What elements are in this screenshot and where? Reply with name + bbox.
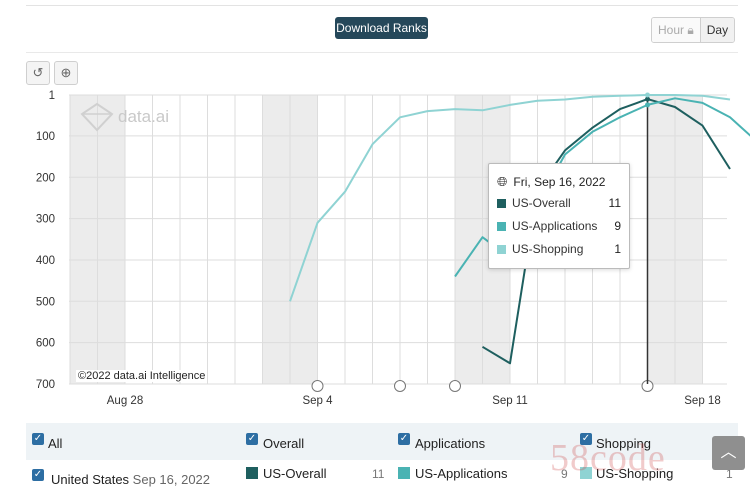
x-tick-label-3: Sep 18 [684,395,720,407]
y-tick-label-1: 100 [36,131,55,143]
applications-checkbox[interactable]: ✓ [398,433,410,445]
hour-option[interactable]: Hour 🔒︎ [652,18,700,42]
reset-zoom-icon[interactable]: ↺ [26,61,50,85]
y-tick-label-5: 500 [36,296,55,308]
lock-icon: 🔒︎ [687,23,694,37]
highlight-point-us-applications [645,102,650,108]
united-states-checkbox[interactable]: ✓ [32,469,44,481]
tooltip-row-overall: US-Overall 11 [497,195,621,211]
y-tick-label-2: 200 [36,172,55,184]
event-marker-2 [449,380,461,392]
x-tick-label-2: Sep 11 [492,395,528,407]
top-divider [26,5,738,6]
tooltip-date: 🌐︎ Fri, Sep 16, 2022 [497,174,606,189]
y-tick-label-7: 700 [36,379,55,391]
applications-label: Applications [415,436,486,451]
overall-label: Overall [263,436,305,451]
granularity-toggle[interactable]: Hour 🔒︎ Day [651,17,736,43]
overall-swatch [246,467,258,479]
highlight-point-us-shopping [645,92,650,98]
legend-row-applications-name: US-Applications [415,466,508,481]
data-ai-watermark: data.ai [80,102,169,132]
legend-row-applications-value: 9 [561,467,568,481]
y-tick-label-6: 600 [36,338,55,350]
site-brand-watermark: 58code [550,437,666,479]
zoom-icon[interactable]: ⊕ [54,61,78,85]
x-tick-label-0: Aug 28 [107,395,143,407]
globe-icon: 🌐︎ [497,174,508,189]
legend-header [26,423,738,460]
chevron-up-icon: ︿ [720,444,737,461]
tooltip-row-shopping: US-Shopping 1 [497,241,621,257]
overall-checkbox[interactable]: ✓ [246,433,258,445]
shopping-label: Shopping [596,436,651,451]
event-marker-1 [394,380,406,392]
y-tick-label-4: 400 [36,255,55,267]
tooltip-row-applications: US-Applications 9 [497,218,621,234]
legend-row-shopping-name: US-Shopping [596,466,674,481]
day-option[interactable]: Day [699,18,735,42]
diamond-logo-icon [80,102,114,132]
all-checkbox[interactable]: ✓ [32,433,44,445]
highlight-point-us-overall [645,96,650,102]
shopping-swatch [580,467,592,479]
rank-chart: 1 100 200 300 400 500 600 700 Aug 28 Sep 4 Sep 11 S… [36,90,750,407]
shopping-checkbox[interactable]: ✓ [580,433,592,445]
y-tick-label-3: 300 [36,214,55,226]
event-marker-0 [311,380,324,392]
copyright-credit: ©2022 data.ai Intelligence [76,370,208,382]
all-label: All [48,436,63,451]
scroll-top-button[interactable]: ︿ [712,436,745,470]
download-ranks-button[interactable]: Download Ranks [335,17,428,39]
country-label: United States Sep 16, 2022 [51,472,211,487]
x-tick-label-1: Sep 4 [302,395,333,407]
legend-row-overall-name: US-Overall [263,466,327,481]
legend-row-overall-value: 11 [372,467,385,481]
legend-row-shopping-value: 1 [726,467,733,481]
applications-swatch [398,467,410,479]
chart-tooltip: 🌐︎ Fri, Sep 16, 2022 US-Overall 11 US-Ap… [488,163,630,269]
series-line-us-shopping [289,94,731,302]
series-line-us-overall [481,98,731,365]
y-tick-label-0: 1 [49,90,55,102]
toolbar-divider [26,52,738,53]
